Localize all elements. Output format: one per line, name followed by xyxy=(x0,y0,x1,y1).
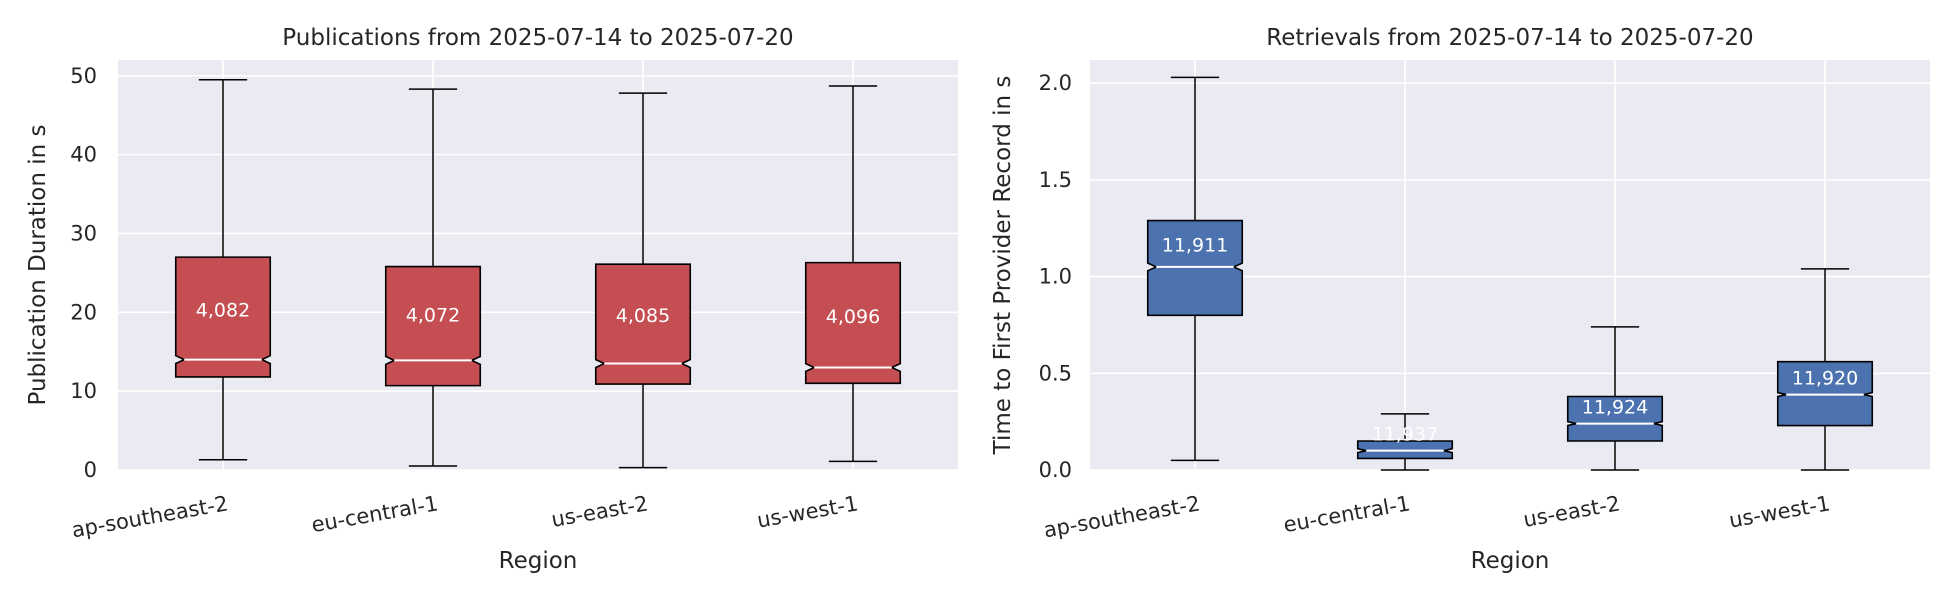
ytick-label: 1.0 xyxy=(1039,265,1072,289)
ytick-label: 50 xyxy=(70,64,97,88)
box-body xyxy=(1566,395,1664,442)
box-us-west-1: 11,920 xyxy=(1776,268,1874,471)
box-body xyxy=(594,263,692,385)
ytick-label: 2.0 xyxy=(1039,71,1072,95)
count-label: 4,096 xyxy=(826,306,880,328)
xtick-label: eu-central-1 xyxy=(310,491,440,537)
chart-panel-2: 0.0 0.5 1.0 1.5 2.0 11,911 11,937 11,924 11,920 a… xyxy=(990,25,1930,574)
ytick-label: 30 xyxy=(70,221,97,245)
box-us-east-2: 11,924 xyxy=(1566,326,1664,471)
xtick-label: us-east-2 xyxy=(1521,491,1621,532)
count-label: 4,072 xyxy=(406,304,460,326)
box-body xyxy=(804,261,902,385)
x-axis-label: Region xyxy=(499,548,578,574)
ytick-label: 0.0 xyxy=(1039,458,1072,482)
y-axis-label: Time to First Provider Record in s xyxy=(990,76,1016,456)
ytick-label: 40 xyxy=(70,143,97,167)
count-label: 4,085 xyxy=(616,305,670,327)
count-label: 11,924 xyxy=(1582,397,1648,419)
box-eu-central-1: 4,072 xyxy=(384,88,482,467)
ytick-label: 1.5 xyxy=(1039,168,1072,192)
count-label: 11,920 xyxy=(1792,368,1858,390)
xtick-label: us-east-2 xyxy=(549,491,649,532)
x-axis-label: Region xyxy=(1471,548,1550,574)
xtick-label: us-west-1 xyxy=(755,491,860,532)
box-us-east-2: 4,085 xyxy=(594,92,692,469)
box-us-west-1: 4,096 xyxy=(804,85,902,463)
chart-title: Publications from 2025-07-14 to 2025-07-… xyxy=(282,25,793,51)
box-body xyxy=(384,265,482,387)
ytick-label: 20 xyxy=(70,300,97,324)
box-ap-southeast-2: 4,082 xyxy=(174,78,272,461)
chart-panel-1: 0 10 20 30 40 50 4,082 4,072 4,085 4,096 ap-southe… xyxy=(25,25,958,574)
box-body xyxy=(174,256,272,378)
box-eu-central-1: 11,937 xyxy=(1356,413,1454,471)
ytick-label: 0.5 xyxy=(1039,361,1072,385)
xtick-label: eu-central-1 xyxy=(1282,491,1412,537)
count-label: 4,082 xyxy=(196,299,250,321)
chart-title: Retrievals from 2025-07-14 to 2025-07-20 xyxy=(1266,25,1753,51)
y-axis-label: Publication Duration in s xyxy=(25,125,51,406)
xtick-label: ap-southeast-2 xyxy=(1042,491,1202,542)
ytick-label: 0 xyxy=(84,458,97,482)
ytick-label: 10 xyxy=(70,379,97,403)
xtick-label: ap-southeast-2 xyxy=(70,491,230,542)
xtick-label: us-west-1 xyxy=(1727,491,1832,532)
count-label: 11,937 xyxy=(1372,424,1438,446)
count-label: 11,911 xyxy=(1162,235,1228,257)
box-ap-southeast-2: 11,911 xyxy=(1146,76,1244,462)
